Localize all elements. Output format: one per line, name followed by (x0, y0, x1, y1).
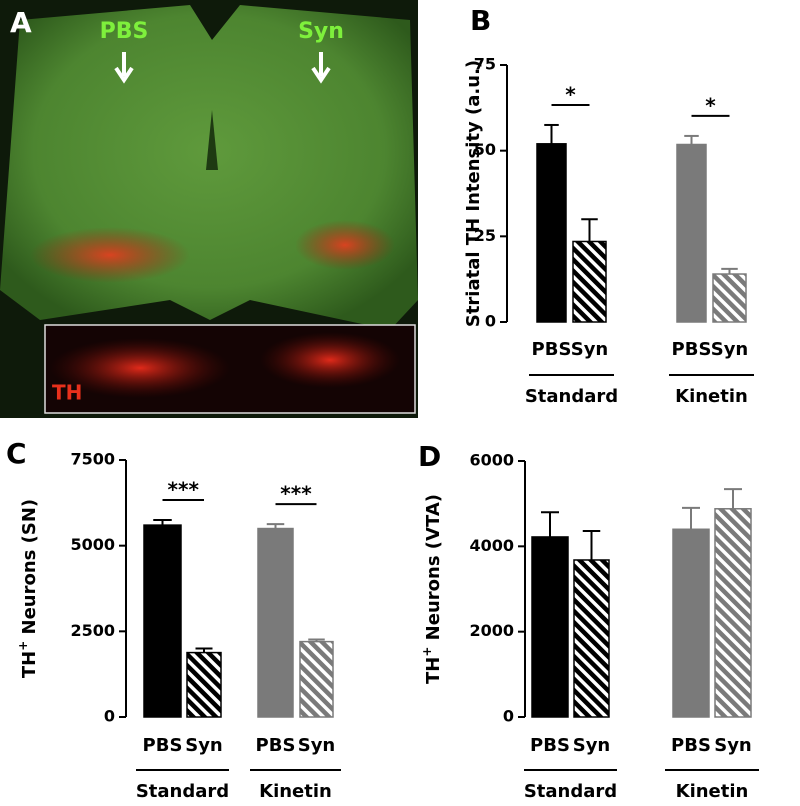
inset-signal-left (50, 338, 230, 398)
x-tick-label: Syn (573, 735, 611, 756)
y-tick-label: 50 (474, 140, 496, 159)
y-tick-label: 0 (104, 707, 115, 726)
group-label: Kinetin (259, 781, 332, 802)
bar (531, 536, 569, 718)
x-tick-label: PBS (532, 339, 572, 360)
panel-letter: A (10, 6, 32, 39)
x-tick-label: Syn (571, 339, 609, 360)
striatum-left (30, 227, 190, 283)
bar (573, 559, 610, 718)
group-label: Kinetin (675, 386, 748, 407)
y-axis-label-part: + (420, 647, 434, 657)
y-tick-label: 0 (503, 707, 514, 726)
y-axis-label: TH+ Neurons (SN) (16, 499, 41, 678)
ventricle (206, 110, 218, 170)
arrow-left (114, 52, 134, 84)
x-tick-label: Syn (185, 735, 223, 756)
y-axis-label-part: TH (423, 657, 444, 684)
bar (536, 143, 567, 323)
y-tick-label: 7500 (70, 450, 115, 469)
bar (143, 524, 182, 718)
y-tick-label: 0 (485, 312, 496, 331)
y-axis-label-part: TH (19, 651, 40, 678)
x-tick-label: PBS (672, 339, 712, 360)
significance-label: *** (280, 482, 312, 506)
significance-label: * (565, 82, 576, 106)
y-tick-label: 5000 (70, 535, 115, 554)
bar (712, 273, 747, 323)
x-tick-label: Syn (711, 339, 749, 360)
bar (714, 508, 752, 718)
significance-label: * (705, 93, 716, 117)
panel-letter: D (418, 440, 441, 473)
group-label: Standard (525, 386, 618, 407)
bar (186, 651, 222, 718)
group-label: Kinetin (676, 781, 749, 802)
y-axis-label: TH+ Neurons (VTA) (420, 494, 445, 684)
y-axis-label-part: Neurons (VTA) (423, 494, 444, 647)
group-label: Standard (136, 781, 229, 802)
image-label: Syn (298, 19, 344, 44)
y-tick-label: 2500 (70, 621, 115, 640)
x-tick-label: PBS (143, 735, 183, 756)
arrow-right (311, 52, 331, 84)
x-tick-label: PBS (530, 735, 570, 756)
image-label: PBS (100, 19, 149, 44)
y-tick-label: 75 (474, 55, 496, 74)
bar (676, 143, 707, 323)
x-tick-label: PBS (256, 735, 296, 756)
x-tick-label: Syn (714, 735, 752, 756)
y-axis-label-part: + (16, 641, 30, 651)
bar (672, 528, 710, 718)
x-tick-label: PBS (671, 735, 711, 756)
y-axis-label-part: Neurons (SN) (19, 499, 40, 641)
y-tick-label: 25 (474, 226, 496, 245)
y-tick-label: 6000 (469, 451, 514, 470)
y-tick-label: 4000 (469, 536, 514, 555)
striatum-right (295, 220, 395, 270)
y-axis-label: Striatal TH Intensity (a.u.) (463, 60, 484, 327)
x-tick-label: Syn (298, 735, 336, 756)
panel-letter: C (6, 437, 27, 470)
bar (299, 640, 334, 718)
inset-label: TH (52, 381, 82, 405)
significance-label: *** (168, 477, 200, 501)
y-tick-label: 2000 (469, 621, 514, 640)
y-axis-label-part: Striatal TH Intensity (a.u.) (463, 60, 484, 327)
inset-signal-right (260, 332, 400, 388)
bar (572, 240, 607, 323)
group-label: Standard (524, 781, 617, 802)
panel-letter: B (470, 4, 491, 37)
micrograph: A PBS Syn TH (0, 0, 418, 418)
bar (257, 527, 294, 718)
